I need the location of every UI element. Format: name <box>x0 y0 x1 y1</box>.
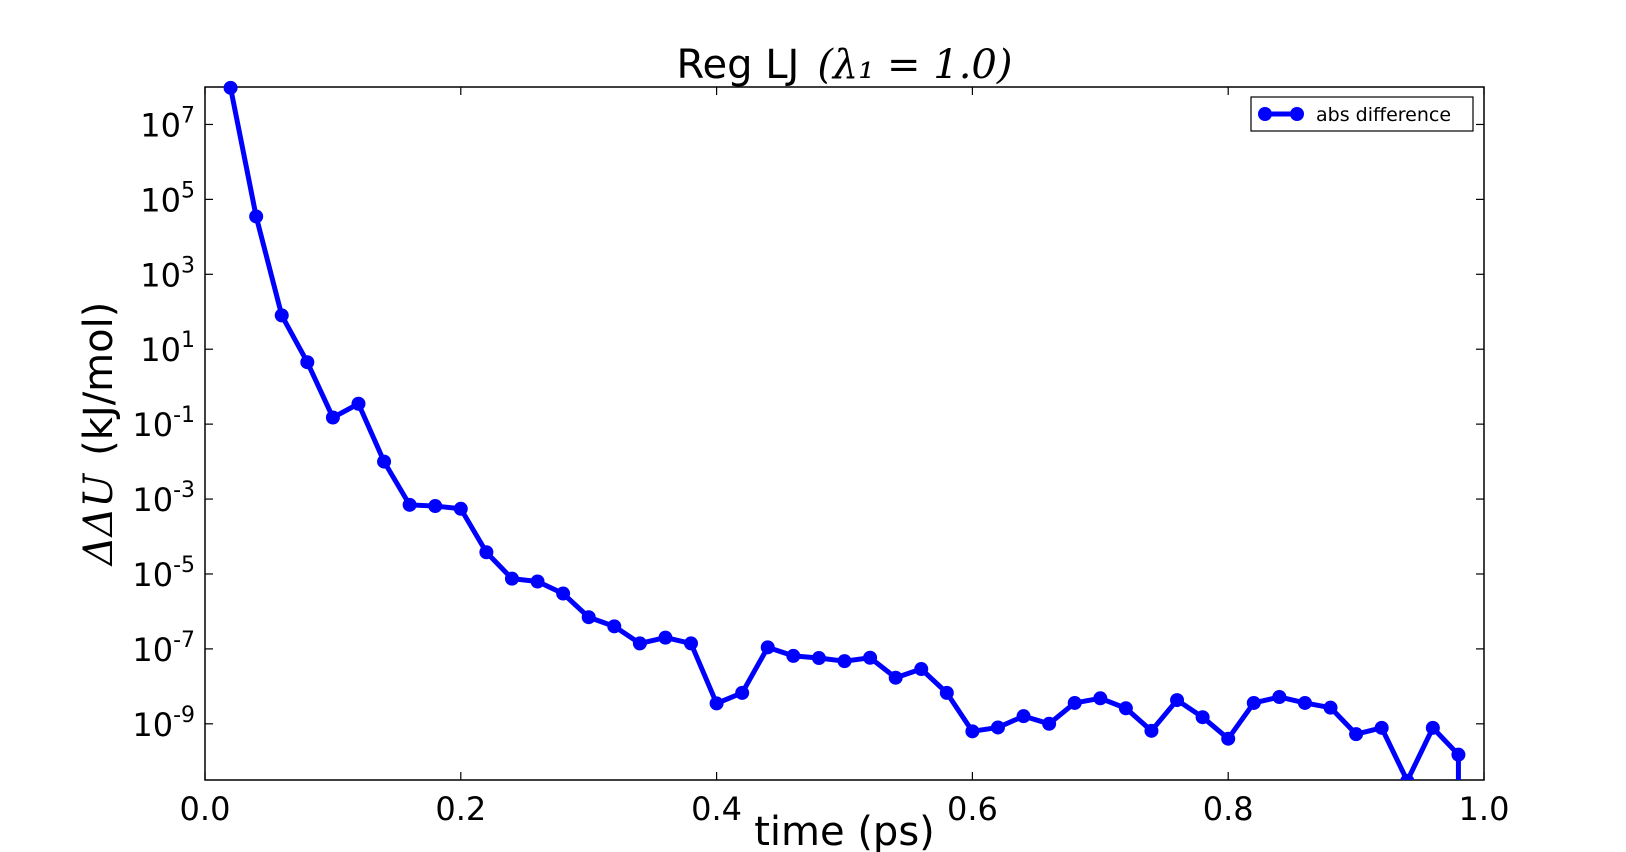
data-point <box>1093 691 1108 706</box>
data-point <box>377 454 392 469</box>
data-point <box>1246 695 1261 710</box>
data-point <box>504 571 519 586</box>
y-tick-label: 10-7 <box>132 628 195 669</box>
x-tick-label: 0.8 <box>1203 790 1254 828</box>
data-point <box>1323 700 1338 715</box>
y-axis-label-math: ΔΔU <box>76 473 122 568</box>
data-point <box>1067 695 1082 710</box>
data-point <box>658 630 673 645</box>
data-point <box>249 209 264 224</box>
y-tick-label: 10-3 <box>132 478 195 519</box>
data-point <box>1195 710 1210 725</box>
data-point <box>837 654 852 669</box>
axis-tick-labels: 0.0 0.2 0.4 0.6 0.8 1.0 107 105 103 101 10-1 10-3 10… <box>132 103 1509 828</box>
data-point <box>1118 701 1133 716</box>
data-point <box>735 685 750 700</box>
data-point <box>530 574 545 589</box>
data-point <box>479 545 494 560</box>
data-point <box>811 651 826 666</box>
series-layer <box>223 80 1466 780</box>
y-tick-label: 107 <box>140 103 195 144</box>
x-tick-label: 0.0 <box>180 790 231 828</box>
data-point <box>1374 720 1389 735</box>
x-axis-label: time (ps) <box>754 809 935 852</box>
data-point <box>965 724 980 739</box>
data-point <box>453 501 468 516</box>
y-axis-label-text: (kJ/mol) <box>76 302 122 456</box>
chart-title: Reg LJ (λ₁ = 1.0) <box>677 42 1013 88</box>
y-tick-label: 10-1 <box>132 403 195 444</box>
data-point <box>709 696 724 711</box>
y-tick-label: 103 <box>140 253 195 294</box>
data-point <box>556 586 571 601</box>
data-point <box>1349 727 1364 742</box>
y-tick-label: 10-9 <box>132 703 195 744</box>
data-point <box>428 499 443 514</box>
data-point <box>300 355 315 370</box>
y-tick-label: 10-5 <box>132 553 195 594</box>
x-tick-label: 0.4 <box>691 790 742 828</box>
axis-ticks <box>204 87 1485 780</box>
x-tick-label: 0.6 <box>947 790 998 828</box>
y-axis-label: ΔΔU (kJ/mol) <box>76 302 122 568</box>
x-tick-label: 1.0 <box>1459 790 1510 828</box>
data-point <box>1451 747 1466 762</box>
data-point <box>863 650 878 665</box>
data-point <box>1400 773 1415 780</box>
plot-area <box>204 86 1485 781</box>
data-point <box>402 497 417 512</box>
chart-title-math: (λ₁ = 1.0) <box>817 42 1012 88</box>
y-tick-label: 101 <box>140 328 195 369</box>
y-tick-label: 105 <box>140 178 195 219</box>
legend-marker-left <box>1258 107 1272 121</box>
legend-label: abs difference <box>1316 104 1451 126</box>
data-point <box>1221 731 1236 746</box>
legend-marker-right <box>1290 107 1304 121</box>
data-point <box>274 308 289 323</box>
data-point <box>1297 695 1312 710</box>
data-point <box>760 640 775 655</box>
data-point <box>786 648 801 663</box>
data-point <box>325 410 340 425</box>
data-point <box>351 396 366 411</box>
data-point <box>914 662 929 677</box>
data-point <box>1144 723 1159 738</box>
data-point <box>1272 689 1287 704</box>
data-point <box>1170 693 1185 708</box>
data-point <box>990 720 1005 735</box>
data-point <box>939 685 954 700</box>
data-point <box>1425 720 1440 735</box>
data-point <box>581 610 596 625</box>
data-point <box>888 670 903 685</box>
data-point <box>1042 716 1057 731</box>
x-tick-label: 0.2 <box>435 790 486 828</box>
chart-title-text: Reg LJ <box>677 42 800 88</box>
data-point <box>684 636 699 651</box>
data-point <box>632 636 647 651</box>
data-point <box>1016 709 1031 724</box>
data-point <box>607 619 622 634</box>
legend: abs difference <box>1250 96 1474 132</box>
data-point <box>223 80 238 95</box>
